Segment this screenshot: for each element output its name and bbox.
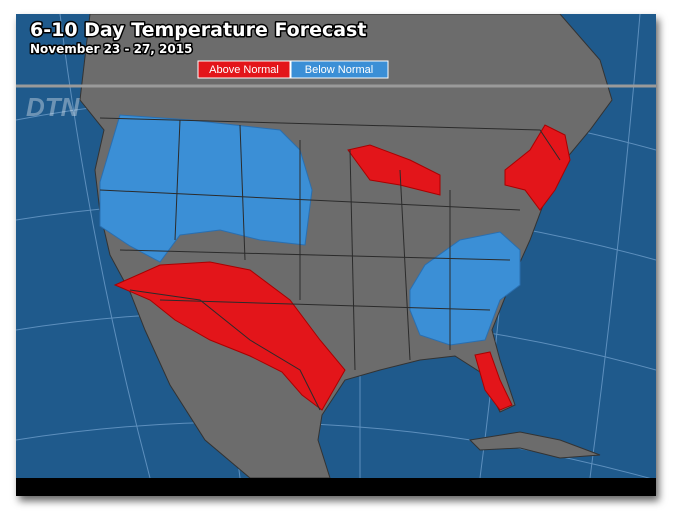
logo: DTN bbox=[26, 92, 81, 122]
below-normal-west bbox=[99, 114, 313, 263]
below-normal-southeast bbox=[409, 231, 521, 346]
legend-swatch bbox=[290, 60, 389, 79]
above-normal-florida bbox=[474, 351, 513, 411]
title: 6-10 Day Temperature Forecast bbox=[30, 19, 366, 41]
cuba bbox=[468, 431, 601, 459]
legend: Above Normal Below Normal bbox=[197, 60, 389, 79]
legend-label: Above Normal bbox=[209, 64, 279, 76]
legend-swatch bbox=[197, 60, 291, 79]
borders bbox=[99, 117, 561, 411]
legend-label: Below Normal bbox=[305, 64, 373, 76]
map: DTN 6-10 Day Temperature Forecast Novemb… bbox=[16, 14, 656, 478]
subtitle: November 23 - 27, 2015 bbox=[30, 42, 192, 56]
above-normal-great-lakes bbox=[347, 144, 441, 196]
above-normal-southwest bbox=[113, 261, 346, 411]
above-normal-northeast bbox=[504, 124, 571, 211]
